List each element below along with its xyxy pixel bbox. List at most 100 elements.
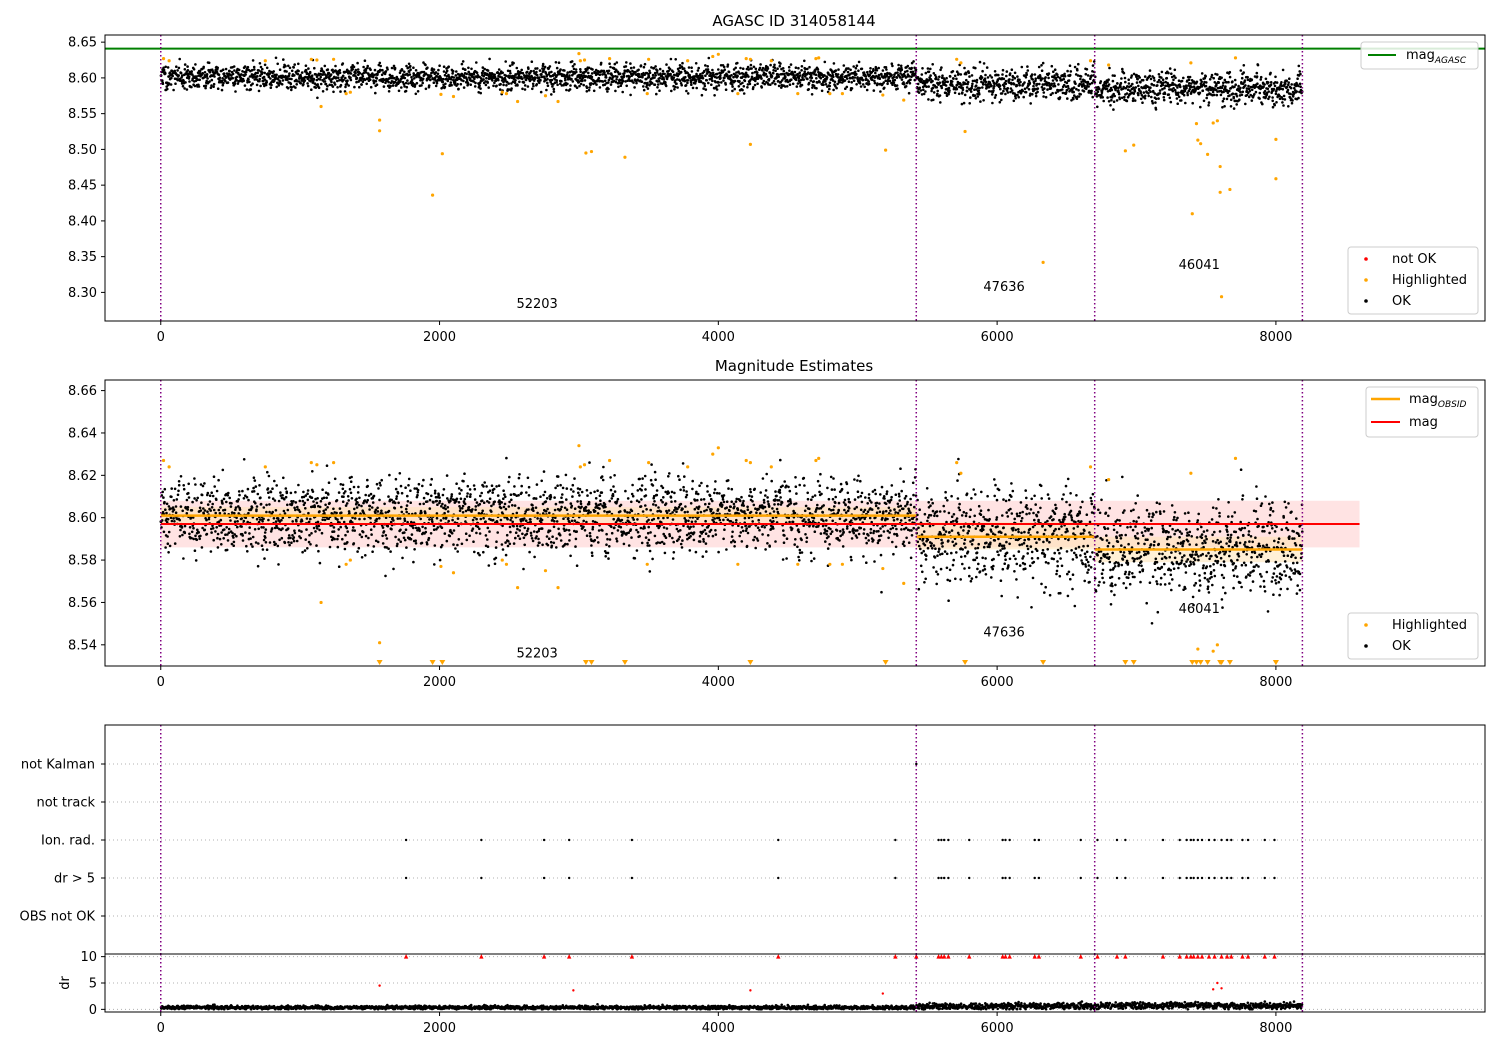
ok-point — [682, 77, 686, 81]
highlighted-point — [881, 93, 885, 97]
ok-point — [420, 541, 424, 545]
ok-point — [599, 61, 603, 65]
ok-point — [1286, 88, 1290, 92]
ok-point — [759, 63, 762, 66]
ok-point — [630, 79, 634, 82]
ok-point — [309, 543, 312, 546]
ok-point — [531, 76, 535, 80]
ok-point — [1050, 82, 1054, 86]
ok-point — [399, 80, 402, 83]
ok-point — [434, 84, 438, 88]
ok-point — [446, 510, 450, 513]
ok-point — [456, 517, 460, 520]
ok-point — [614, 89, 617, 93]
ok-point — [1269, 81, 1273, 84]
ok-point — [339, 83, 343, 87]
ok-point — [1147, 92, 1150, 95]
ok-point — [306, 547, 309, 550]
ok-point — [1033, 82, 1036, 85]
ok-point — [384, 511, 388, 514]
ok-point — [413, 83, 417, 87]
ok-point — [336, 79, 339, 83]
ok-point — [252, 490, 256, 493]
ok-point — [271, 487, 274, 491]
ok-point — [983, 77, 987, 80]
ok-point — [971, 82, 974, 86]
ok-point — [1228, 89, 1231, 93]
highlighted-point — [577, 51, 581, 56]
ok-point — [982, 99, 985, 102]
ok-point — [234, 506, 238, 509]
ok-point — [704, 88, 708, 91]
ok-point — [1255, 71, 1259, 75]
ok-point — [450, 83, 453, 87]
ok-point — [186, 65, 189, 68]
ok-point — [1158, 92, 1162, 95]
ok-point — [290, 77, 293, 81]
ok-point — [1245, 93, 1249, 97]
ok-point — [541, 62, 545, 66]
ok-point — [226, 81, 230, 84]
ok-point — [716, 72, 719, 76]
ok-point — [255, 83, 259, 87]
ok-point — [201, 72, 205, 75]
ok-point — [387, 90, 391, 93]
ok-point — [409, 68, 412, 71]
ok-point — [414, 92, 418, 96]
ok-point — [443, 85, 447, 89]
ok-point — [403, 76, 407, 80]
ok-point — [952, 77, 955, 80]
ok-point — [631, 69, 634, 73]
ok-point — [510, 87, 513, 90]
ok-point — [985, 66, 989, 69]
ok-point — [170, 519, 174, 523]
ok-point — [538, 69, 542, 72]
ok-point — [163, 500, 166, 504]
ok-point — [809, 79, 813, 82]
ok-point — [503, 502, 507, 506]
ok-point — [867, 82, 871, 86]
ok-point — [218, 76, 222, 79]
ok-point — [274, 56, 278, 60]
ok-point — [312, 77, 316, 81]
ok-point — [1241, 90, 1245, 94]
ok-point — [404, 486, 407, 490]
ok-point — [603, 83, 607, 86]
ok-point — [246, 487, 250, 491]
ok-point — [162, 530, 166, 534]
ok-point — [464, 68, 467, 71]
ok-point — [1239, 86, 1242, 90]
ok-point — [368, 504, 372, 508]
ok-point — [236, 525, 239, 529]
ok-point — [374, 511, 377, 515]
highlighted-point — [814, 56, 818, 61]
ok-point — [300, 519, 304, 523]
ok-point — [303, 501, 307, 505]
ok-point — [754, 67, 758, 71]
ok-point — [1147, 94, 1150, 98]
ok-point — [292, 66, 296, 69]
ok-point — [252, 486, 255, 490]
ok-point — [874, 71, 877, 75]
ok-point — [1143, 75, 1147, 78]
ok-point — [297, 62, 300, 66]
ok-point — [797, 66, 800, 70]
ok-point — [399, 484, 403, 488]
ok-point — [1125, 99, 1129, 103]
ok-point — [424, 526, 427, 530]
ok-point — [185, 72, 188, 75]
ok-point — [981, 83, 985, 86]
ok-point — [1099, 80, 1103, 83]
ok-point — [374, 79, 378, 83]
ok-point — [1106, 96, 1109, 99]
ok-point — [1053, 68, 1057, 71]
ok-point — [213, 75, 216, 78]
ok-point — [502, 489, 505, 493]
ok-point — [305, 72, 309, 76]
ok-point — [344, 76, 347, 80]
ok-point — [844, 87, 847, 90]
ok-point — [406, 494, 409, 498]
ok-point — [635, 81, 638, 85]
ok-point — [1299, 72, 1302, 76]
ok-point — [540, 72, 543, 76]
